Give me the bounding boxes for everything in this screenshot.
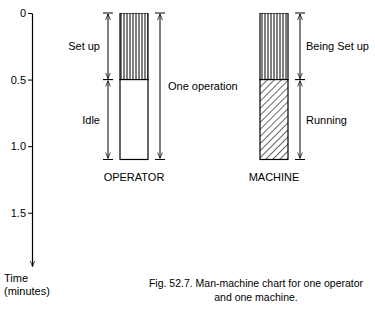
y-tick-label: 1.0 xyxy=(11,140,26,152)
y-tick: 1.0 xyxy=(11,140,32,152)
y-tick: 0.5 xyxy=(11,74,32,86)
dimension-line xyxy=(300,81,301,159)
bar-segment xyxy=(260,80,288,160)
dimension-line xyxy=(300,14,301,79)
bar-segment xyxy=(120,80,148,160)
caption-line: and one machine. xyxy=(214,291,297,303)
bar-segment xyxy=(120,13,148,80)
dimension-end xyxy=(103,79,113,80)
y-axis-title-line: (minutes) xyxy=(4,285,50,297)
y-tick-mark xyxy=(28,146,32,147)
dimension xyxy=(295,80,305,160)
y-axis: 0 0.5 1.0 1.5 xyxy=(11,7,33,266)
dimension-end xyxy=(155,13,165,14)
dimension xyxy=(103,13,113,80)
y-tick-mark xyxy=(28,13,32,14)
dimension-end xyxy=(155,159,165,160)
y-tick-label: 1.5 xyxy=(11,207,26,219)
chart: 0 0.5 1.0 1.5 Time(minutes) Set up Being Set u… xyxy=(0,0,375,309)
y-axis-title-line: Time xyxy=(4,272,28,284)
dimension-end xyxy=(295,13,305,14)
y-tick-mark xyxy=(28,80,32,81)
category-label: OPERATOR xyxy=(104,171,165,183)
y-tick-mark xyxy=(28,213,32,214)
category-label: MACHINE xyxy=(249,171,300,183)
segment-label: Set up xyxy=(68,40,100,52)
dimension-line xyxy=(108,14,109,79)
caption-line: Fig. 52.7. Man-machine chart for one ope… xyxy=(149,277,364,289)
dimension-end xyxy=(295,79,305,80)
y-tick: 0 xyxy=(20,7,32,19)
segment-label: Running xyxy=(306,114,347,126)
dimension-end xyxy=(295,79,305,80)
bar-segment xyxy=(260,13,288,80)
caption: Fig. 52.7. Man-machine chart for one ope… xyxy=(149,277,364,303)
dimension xyxy=(295,13,305,80)
segment-label: Being Set up xyxy=(306,40,369,52)
y-tick-label: 0.5 xyxy=(11,74,26,86)
dimension xyxy=(103,80,113,160)
dimension-end xyxy=(103,159,113,160)
annotation: One operation xyxy=(168,80,238,92)
dimension-line xyxy=(108,81,109,159)
y-tick-label: 0 xyxy=(20,7,26,19)
dimension-end xyxy=(103,79,113,80)
dimension-end xyxy=(103,13,113,14)
dimension-end xyxy=(295,159,305,160)
y-axis-title: Time(minutes) xyxy=(4,272,50,297)
y-axis-line xyxy=(32,14,33,267)
labels: Set up Being Set up Idle Running One operati… xyxy=(68,13,369,183)
dimension xyxy=(155,13,165,159)
y-tick: 1.5 xyxy=(11,207,32,219)
segment-label: Idle xyxy=(82,114,100,126)
bars xyxy=(120,13,288,159)
dimension-line xyxy=(160,14,161,158)
